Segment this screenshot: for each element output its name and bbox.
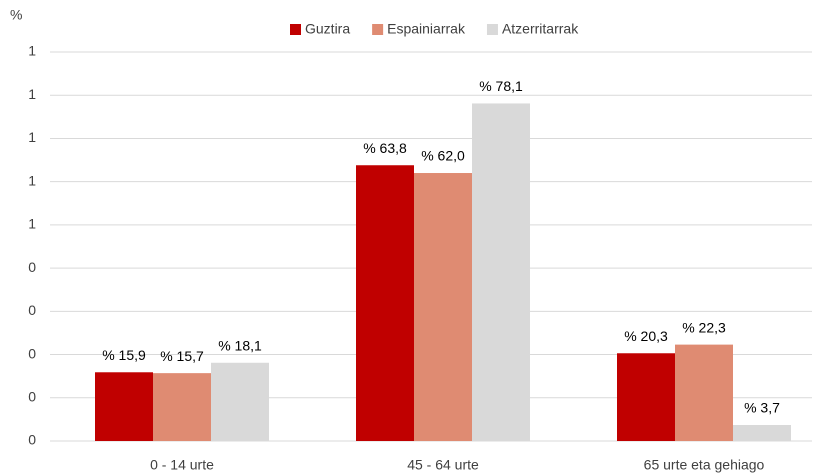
bar (733, 425, 791, 441)
value-label: % 78,1 (479, 78, 523, 94)
y-tick-label: 0 (28, 432, 36, 448)
bar (675, 344, 733, 441)
y-axis-label: % (10, 7, 22, 23)
value-label: % 22,3 (682, 319, 726, 335)
bar (95, 372, 153, 441)
legend-label: Atzerritarrak (502, 21, 579, 37)
bar (414, 173, 472, 441)
legend-label: Guztira (305, 21, 350, 37)
bar (472, 103, 530, 441)
y-tick-label: 0 (28, 259, 36, 275)
value-label: % 62,0 (421, 148, 465, 164)
bar (356, 165, 414, 441)
y-tick-label: 1 (28, 129, 36, 145)
bar (617, 353, 675, 441)
y-tick-label: 1 (28, 216, 36, 232)
legend-label: Espainiarrak (387, 21, 466, 37)
bar (211, 362, 269, 441)
bar (153, 373, 211, 441)
legend-swatch (290, 24, 301, 35)
value-label: % 15,9 (102, 347, 146, 363)
x-tick-label: 45 - 64 urte (407, 457, 479, 473)
y-tick-label: 1 (28, 172, 36, 188)
value-label: % 18,1 (218, 337, 262, 353)
legend-swatch (372, 24, 384, 35)
y-tick-label: 0 (28, 345, 36, 361)
value-label: % 20,3 (624, 328, 668, 344)
legend-swatch (486, 24, 498, 35)
x-tick-label: 65 urte eta gehiago (644, 457, 765, 473)
y-tick-label: 0 (28, 302, 36, 318)
x-tick-label: 0 - 14 urte (150, 457, 214, 473)
y-tick-label: 0 (28, 388, 36, 404)
value-label: % 3,7 (744, 400, 780, 416)
y-tick-label: 1 (28, 86, 36, 102)
value-label: % 15,7 (160, 348, 204, 364)
value-label: % 63,8 (363, 140, 407, 156)
y-tick-label: 1 (28, 43, 36, 59)
